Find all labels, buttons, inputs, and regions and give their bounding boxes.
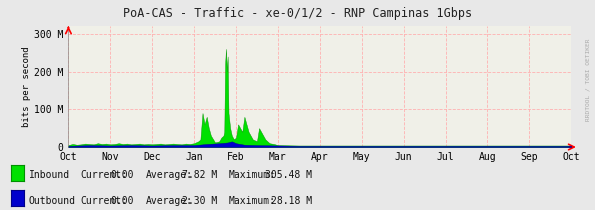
Text: Inbound: Inbound bbox=[29, 170, 70, 180]
Text: PoA-CAS - Traffic - xe-0/1/2 - RNP Campinas 1Gbps: PoA-CAS - Traffic - xe-0/1/2 - RNP Campi… bbox=[123, 7, 472, 20]
Text: Outbound: Outbound bbox=[29, 196, 76, 206]
Text: 7.82 M: 7.82 M bbox=[182, 170, 217, 180]
Text: 305.48 M: 305.48 M bbox=[265, 170, 312, 180]
Text: Average:: Average: bbox=[146, 196, 193, 206]
Text: 28.18 M: 28.18 M bbox=[271, 196, 312, 206]
Text: Average:: Average: bbox=[146, 170, 193, 180]
Text: 0.00: 0.00 bbox=[111, 196, 134, 206]
Text: Current:: Current: bbox=[80, 196, 127, 206]
Text: Maximum:: Maximum: bbox=[229, 170, 276, 180]
Text: Maximum:: Maximum: bbox=[229, 196, 276, 206]
Text: RRDTOOL / TOBI OETIKER: RRDTOOL / TOBI OETIKER bbox=[585, 39, 590, 121]
Text: 0.00: 0.00 bbox=[111, 170, 134, 180]
Text: Current:: Current: bbox=[80, 170, 127, 180]
Text: 2.30 M: 2.30 M bbox=[182, 196, 217, 206]
Y-axis label: bits per second: bits per second bbox=[23, 46, 32, 127]
